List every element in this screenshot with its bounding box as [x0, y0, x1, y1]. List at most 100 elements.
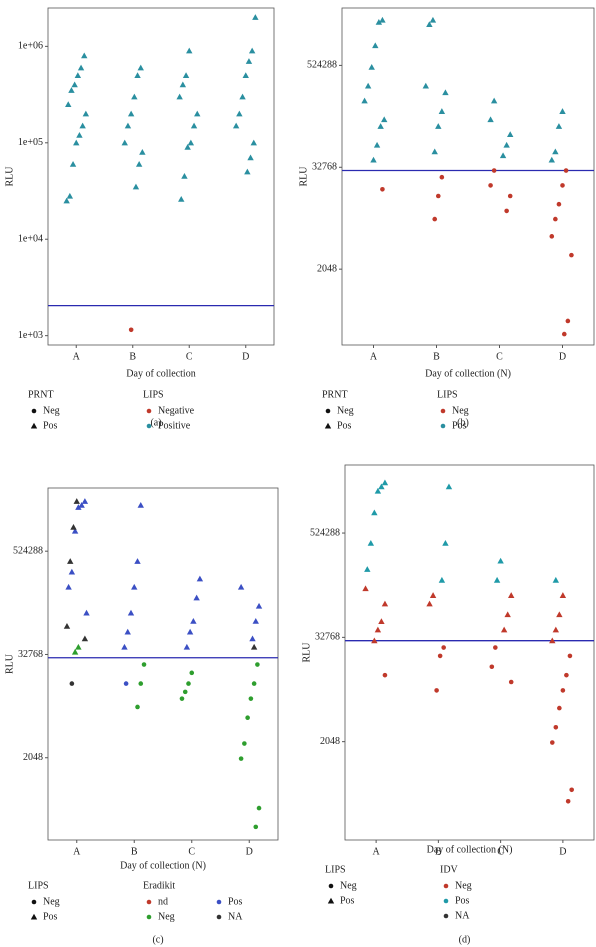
point — [503, 141, 510, 148]
point — [493, 576, 501, 583]
point — [135, 160, 143, 167]
point — [367, 540, 375, 546]
legend-label: Neg — [340, 880, 357, 891]
point — [187, 139, 195, 146]
point — [445, 483, 453, 490]
point — [364, 82, 372, 89]
legend-label: Negative — [158, 405, 195, 416]
x-tick-label: B — [433, 351, 440, 362]
point — [131, 93, 138, 100]
point — [71, 648, 79, 655]
point — [508, 679, 514, 685]
y-tick-label: 1e+04 — [18, 234, 43, 245]
point — [179, 81, 187, 88]
y-axis-label: RLU — [298, 166, 309, 187]
point — [493, 645, 498, 650]
legend-key — [327, 897, 335, 904]
point — [370, 156, 377, 163]
legend-key — [30, 913, 38, 920]
caption: (b) — [457, 417, 469, 428]
point — [253, 824, 259, 830]
x-tick-label: B — [435, 846, 442, 857]
x-tick-label: C — [188, 846, 195, 857]
point — [135, 704, 140, 710]
point — [429, 16, 437, 23]
point — [248, 47, 256, 54]
legend-label: Neg — [337, 405, 354, 416]
point — [83, 609, 90, 616]
legend-label: Pos — [43, 911, 58, 922]
point — [81, 498, 89, 504]
x-tick-label: A — [73, 846, 81, 857]
legend-key — [443, 898, 449, 904]
x-axis-label: Day of collection (N) — [120, 860, 206, 871]
point — [239, 93, 246, 100]
legend-key — [146, 914, 152, 920]
y-axis-label: RLU — [4, 653, 15, 674]
point — [249, 635, 256, 642]
point — [128, 327, 134, 333]
legend-title: PRNT — [322, 389, 348, 400]
point — [555, 123, 563, 129]
point — [552, 626, 560, 633]
legend-title: IDV — [440, 864, 459, 875]
point — [255, 602, 263, 609]
legend-label: Pos — [455, 895, 470, 906]
point — [66, 192, 74, 199]
point — [238, 756, 244, 761]
point — [186, 47, 193, 54]
x-tick-label: D — [246, 846, 253, 857]
x-tick-label: C — [497, 846, 504, 857]
legend-key — [440, 423, 446, 429]
point — [560, 688, 566, 693]
point — [565, 318, 571, 324]
legend-title: PRNT — [28, 389, 54, 400]
point — [504, 611, 511, 618]
point — [127, 110, 135, 117]
plot-frame — [344, 464, 595, 841]
point — [63, 622, 71, 629]
point — [63, 197, 70, 204]
x-axis-label: Day of collection — [126, 368, 195, 379]
legend-key — [146, 408, 152, 414]
x-tick-label: A — [373, 846, 381, 857]
legend-key — [440, 408, 446, 414]
point — [183, 643, 191, 650]
legend-key — [216, 914, 222, 920]
point — [381, 116, 388, 123]
point — [121, 139, 128, 146]
point — [181, 173, 188, 179]
point — [434, 688, 439, 693]
legend-key — [146, 899, 152, 905]
legend-key — [324, 422, 332, 429]
point — [237, 583, 245, 590]
legend-title: LIPS — [325, 864, 346, 875]
point — [488, 183, 493, 188]
point — [426, 600, 433, 607]
point — [179, 696, 185, 701]
point — [247, 154, 254, 161]
point — [242, 72, 249, 78]
point — [567, 653, 573, 659]
legend-key — [443, 913, 449, 919]
legend-label: Pos — [228, 896, 243, 907]
point — [71, 527, 79, 534]
x-tick-label: D — [559, 351, 566, 362]
point — [507, 131, 514, 138]
point — [81, 52, 88, 59]
legend-label: NA — [228, 911, 243, 922]
point — [504, 208, 509, 214]
point — [565, 798, 571, 804]
point — [431, 148, 438, 155]
point — [74, 72, 82, 78]
point — [245, 715, 250, 721]
legend-label: Neg — [158, 911, 175, 922]
point — [422, 82, 429, 89]
y-tick-label: 1e+03 — [18, 330, 43, 341]
point — [232, 122, 240, 129]
point — [190, 122, 198, 129]
y-tick-label: 32768 — [315, 632, 340, 643]
legend-key — [146, 423, 152, 429]
point — [194, 110, 201, 117]
